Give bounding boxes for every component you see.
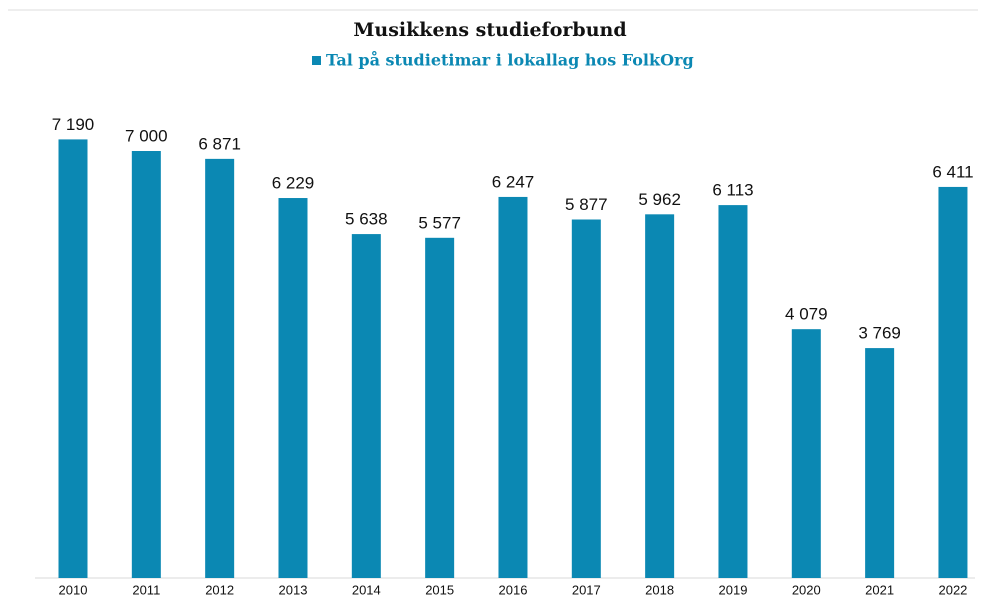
x-tick-label: 2015 (425, 582, 454, 597)
x-tick-label: 2020 (792, 582, 821, 597)
bar (571, 219, 601, 579)
bar (351, 234, 381, 578)
value-label: 6 229 (272, 174, 315, 193)
value-label: 5 962 (638, 190, 681, 209)
bar (131, 151, 161, 578)
legend-label: Tal på studietimar i lokallag hos FolkOr… (326, 50, 694, 70)
bar (498, 196, 528, 579)
x-tick-label: 2019 (719, 582, 748, 597)
value-label: 6 411 (932, 162, 973, 181)
x-tick-label: 2017 (572, 582, 601, 597)
x-tick-label: 2013 (279, 582, 308, 597)
value-label: 6 113 (712, 181, 753, 200)
bar (58, 139, 88, 578)
x-tick-label: 2018 (645, 582, 674, 597)
x-tick-label: 2011 (132, 582, 160, 597)
value-label: 3 769 (858, 324, 901, 343)
bar (645, 214, 675, 578)
value-label: 5 638 (345, 210, 388, 229)
legend-swatch (312, 56, 321, 65)
bar (278, 198, 308, 578)
x-tick-label: 2010 (59, 582, 88, 597)
bar (718, 205, 748, 578)
value-label: 7 190 (52, 115, 95, 134)
bar (425, 237, 455, 579)
x-tick-label: 2016 (499, 582, 528, 597)
value-label: 5 877 (565, 195, 608, 214)
value-label: 5 577 (418, 213, 461, 232)
value-label: 7 000 (125, 126, 168, 145)
x-tick-label: 2021 (865, 582, 894, 597)
bar (791, 329, 821, 578)
bar (865, 348, 895, 578)
x-tick-label: 2022 (938, 582, 967, 597)
value-label: 6 247 (492, 172, 535, 191)
x-tick-label: 2014 (352, 582, 381, 597)
chart-title: Musikkens studieforbund (353, 19, 626, 41)
value-label: 6 871 (198, 134, 241, 153)
x-tick-label: 2012 (205, 582, 234, 597)
bar (938, 186, 968, 578)
value-label: 4 079 (785, 305, 828, 324)
bar (205, 158, 235, 578)
